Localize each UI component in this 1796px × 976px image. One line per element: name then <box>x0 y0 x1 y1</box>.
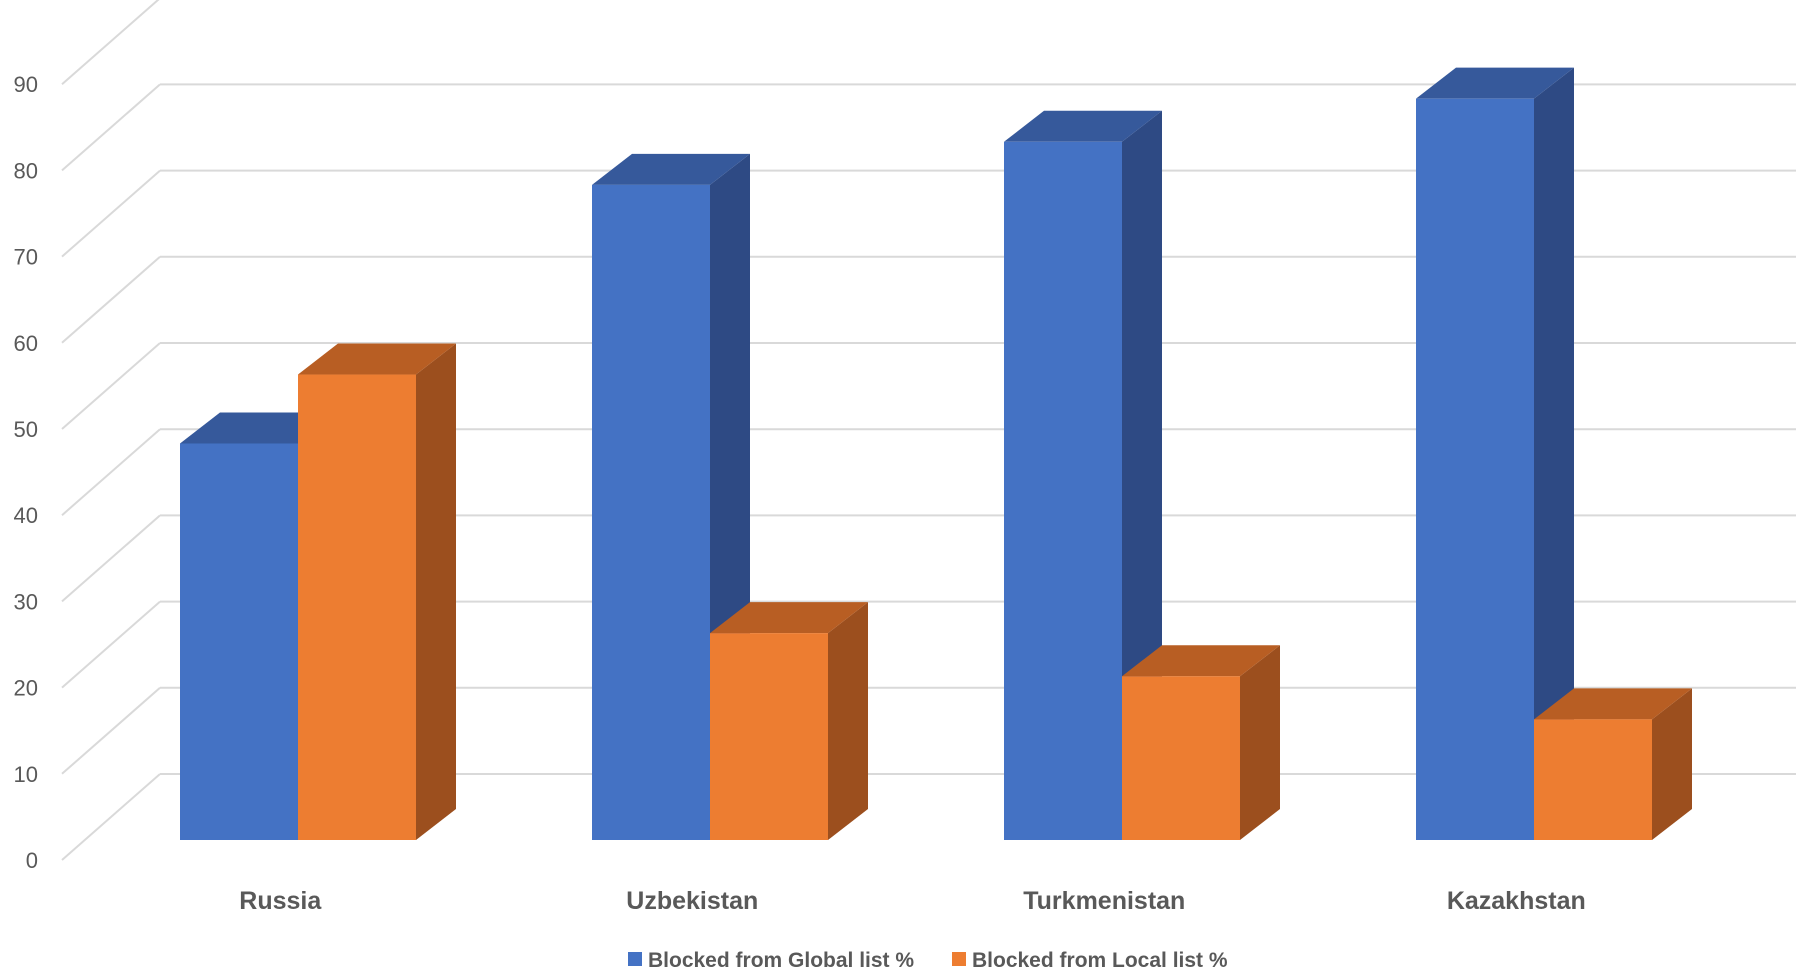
bar-front <box>592 184 710 840</box>
bar <box>710 602 868 840</box>
bar-top <box>592 153 750 185</box>
gridline-diagonal <box>61 773 161 861</box>
bar-front <box>1534 719 1652 840</box>
gridline-diagonal <box>61 428 161 516</box>
y-tick-label: 50 <box>14 417 38 442</box>
gridline-diagonal <box>61 0 160 85</box>
bar-side <box>828 602 868 840</box>
legend: Blocked from Global list % Blocked from L… <box>628 949 1228 972</box>
bar <box>1122 645 1280 840</box>
gridline-diagonal <box>61 687 161 775</box>
gridline-diagonal <box>61 514 161 603</box>
legend-swatch <box>952 952 966 966</box>
bar-top <box>710 602 868 634</box>
y-tick-label: 10 <box>14 762 38 787</box>
gridline-diagonal <box>61 83 161 172</box>
x-category-label: Russia <box>239 887 322 915</box>
bar <box>1416 67 1574 841</box>
bar-top <box>1416 67 1574 99</box>
x-category-label: Kazakhstan <box>1447 887 1586 915</box>
legend-item: Blocked from Global list % <box>628 949 914 972</box>
bar-side <box>1240 645 1280 840</box>
y-tick-label: 90 <box>14 72 38 97</box>
bar-side <box>1534 67 1574 841</box>
bar-side <box>416 343 456 840</box>
bar-front <box>710 633 828 840</box>
x-category-label: Turkmenistan <box>1023 887 1185 915</box>
y-tick-label: 70 <box>14 245 38 270</box>
bar-front <box>1416 98 1534 841</box>
bar-front <box>298 374 416 840</box>
x-category-label: Uzbekistan <box>626 887 758 915</box>
legend-swatch <box>628 952 642 966</box>
y-tick-label: 0 <box>26 848 38 873</box>
bars <box>180 67 1692 841</box>
bar <box>592 153 750 840</box>
bar-top <box>1122 645 1280 677</box>
gridline-diagonal <box>61 256 161 344</box>
bar <box>298 343 456 840</box>
gridline-diagonal <box>61 169 161 258</box>
bar-top <box>1004 110 1162 142</box>
bar-side <box>1652 688 1692 840</box>
bar-front <box>1122 676 1240 840</box>
bar-top <box>298 343 456 375</box>
bar <box>1534 688 1692 840</box>
legend-label: Blocked from Local list % <box>972 949 1228 972</box>
legend-label: Blocked from Global list % <box>648 949 914 972</box>
y-axis-ticks: 0 10 20 30 40 50 60 70 80 90 <box>14 72 38 873</box>
bar-front <box>1004 141 1122 840</box>
y-tick-label: 40 <box>14 503 38 528</box>
legend-item: Blocked from Local list % <box>952 949 1228 972</box>
bar-top <box>1534 688 1692 720</box>
gridline-diagonal <box>61 600 161 689</box>
x-axis-categories: Russia Uzbekistan Turkmenistan Kazakhstan <box>239 887 1585 915</box>
bar-front <box>180 443 298 840</box>
y-tick-label: 30 <box>14 589 38 614</box>
y-tick-label: 80 <box>14 158 38 183</box>
y-tick-label: 60 <box>14 331 38 356</box>
y-tick-label: 20 <box>14 676 38 701</box>
gridline-diagonal <box>61 342 161 430</box>
